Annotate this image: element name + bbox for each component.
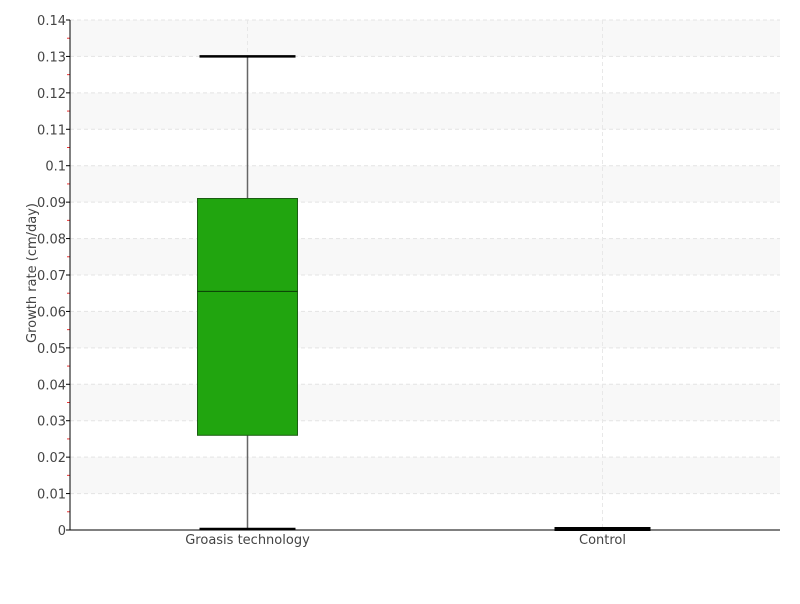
y-tick-label: 0.03 [37,415,66,430]
grid-bands [70,20,780,494]
y-tick-label: 0.14 [37,14,66,29]
y-tick-label: 0.01 [37,488,66,503]
x-tick-label: Control [579,533,626,548]
grid-band [70,20,780,57]
box-0 [197,55,298,531]
x-tick-label: Groasis technology [185,533,310,548]
y-tick-label: 0.1 [45,160,66,175]
axes: 0 0.01 0.02 0.03 0.04 0.05 0.06 0.07 0.08 0.09 0.1… [37,14,780,548]
y-tick-label: 0.12 [37,87,66,102]
grid-band [70,311,780,348]
grid-band [70,457,780,494]
y-axis-label: Growth rate (cm/day) [25,203,40,343]
y-tick-label: 0.02 [37,451,66,466]
y-tick-label: 0.09 [37,196,66,211]
y-tick-label: 0.08 [37,233,66,248]
y-tick-label: 0.11 [37,123,66,138]
y-tick-label: 0 [58,524,66,539]
y-tick-label: 0.05 [37,342,66,357]
grid-band [70,165,780,203]
grid-band [70,238,780,275]
grid-band [70,92,780,130]
y-tick-label: 0.07 [37,269,66,284]
y-tick-label: 0.06 [37,305,66,320]
y-tick-label: 0.04 [37,378,66,393]
boxes [197,55,651,531]
grid-band [70,384,780,421]
y-tick-label: 0.13 [37,50,66,65]
box-iqr [197,198,298,436]
